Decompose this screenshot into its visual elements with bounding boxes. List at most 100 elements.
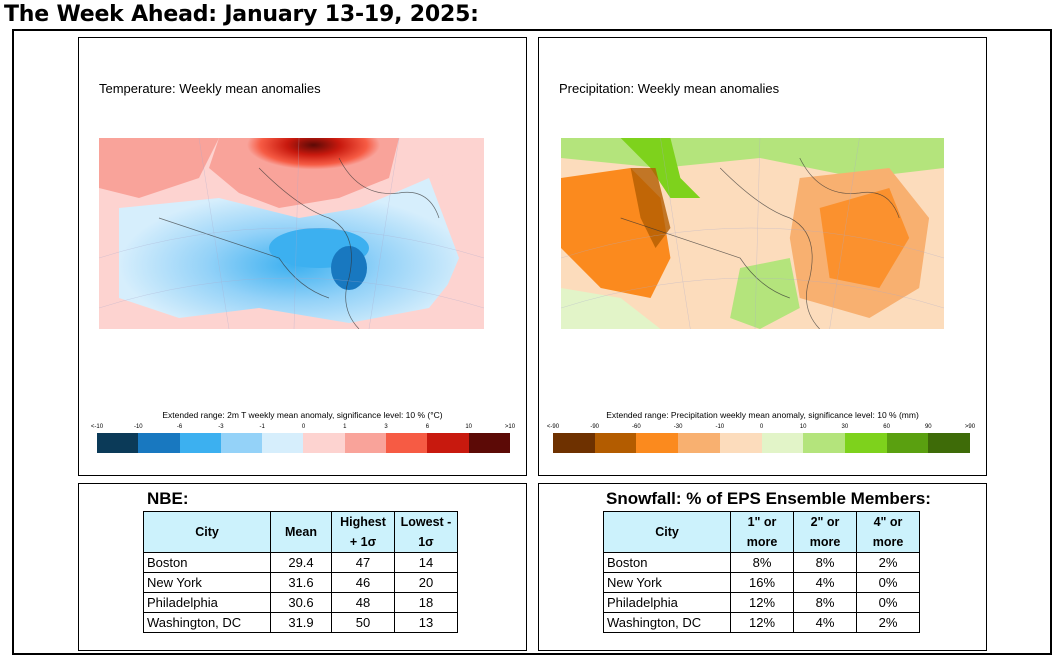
snowfall-cell-city: Washington, DC <box>603 612 731 633</box>
nbe-cell-city: New York <box>143 572 271 593</box>
precipitation-colorbar-tick: -30 <box>673 424 683 430</box>
table-row: Washington, DC 12% 4% 2% <box>603 612 920 633</box>
snowfall-cell-one: 8% <box>730 552 794 573</box>
snowfall-header-city: City <box>603 511 731 553</box>
temperature-colorbar-swatch <box>138 433 180 453</box>
snowfall-cell-two: 8% <box>793 552 857 573</box>
snowfall-panel: Snowfall: % of EPS Ensemble Members: Cit… <box>538 483 987 651</box>
nbe-cell-city: Washington, DC <box>143 612 271 633</box>
temperature-colorbar-swatch <box>262 433 304 453</box>
snowfall-table: City 1" or more 2" or more 4" or more Bo… <box>603 511 920 633</box>
snowfall-header-2in: 2" or more <box>793 511 857 553</box>
temperature-colorbar-tick: 0 <box>301 424 306 430</box>
precipitation-colorbar-tick: 0 <box>759 424 764 430</box>
precipitation-colorbar-swatch <box>761 433 804 453</box>
nbe-cell-low: 20 <box>394 572 458 593</box>
table-row: New York 31.6 46 20 <box>143 572 458 593</box>
temperature-anomaly-map <box>99 138 484 329</box>
temperature-colorbar-tick: 3 <box>384 424 388 430</box>
temperature-colorbar-swatch <box>468 433 510 453</box>
precipitation-panel: Precipitation: Weekly mean anomalies Ext… <box>538 37 987 476</box>
precipitation-colorbar-tick: <-90 <box>546 424 560 430</box>
table-row: Boston 29.4 47 14 <box>143 552 458 573</box>
precipitation-colorbar-swatch <box>719 433 762 453</box>
temperature-colorbar-tick: -3 <box>218 424 224 430</box>
nbe-cell-city: Boston <box>143 552 271 573</box>
nbe-cell-low: 18 <box>394 592 458 613</box>
temperature-colorbar-swatch <box>220 433 263 453</box>
nbe-cell-mean: 30.6 <box>270 592 332 613</box>
temperature-colorbar-tick: 1 <box>343 424 347 430</box>
nbe-header-city: City <box>143 511 271 553</box>
snowfall-cell-one: 16% <box>730 572 794 593</box>
nbe-panel: NBE: City Mean Highest + 1σ Lowest - 1σ … <box>78 483 527 651</box>
table-row: Washington, DC 31.9 50 13 <box>143 612 458 633</box>
precipitation-colorbar-swatch <box>594 433 637 453</box>
temperature-colorbar-swatch <box>427 433 469 453</box>
temperature-colorbar-swatch <box>344 433 387 453</box>
nbe-cell-mean: 31.6 <box>270 572 332 593</box>
table-row: Boston 8% 8% 2% <box>603 552 920 573</box>
nbe-cell-low: 14 <box>394 552 458 573</box>
nbe-header-high: Highest + 1σ <box>331 511 395 553</box>
precipitation-anomaly-map <box>561 138 944 329</box>
precipitation-colorbar-swatch <box>886 433 929 453</box>
nbe-cell-mean: 29.4 <box>270 552 332 573</box>
precipitation-colorbar <box>553 433 971 453</box>
nbe-header-mean: Mean <box>270 511 332 553</box>
precipitation-colorbar-tick: -60 <box>632 424 641 430</box>
temperature-colorbar-ticks: <-10 -10 -6 -3 -1 0 1 3 6 10 >10 <box>91 424 515 434</box>
precipitation-colorbar-tick: 10 <box>799 424 807 430</box>
nbe-cell-mean: 31.9 <box>270 612 332 633</box>
temperature-colorbar-swatch <box>386 433 428 453</box>
temperature-colorbar-tick: >10 <box>504 424 516 430</box>
precipitation-colorbar-swatch <box>553 433 595 453</box>
temperature-panel: Temperature: Weekly mean anomalies Exten… <box>78 37 527 476</box>
table-row: Philadelphia 30.6 48 18 <box>143 592 458 613</box>
temperature-colorbar-tick: 10 <box>465 424 473 430</box>
nbe-cell-high: 46 <box>331 572 395 593</box>
temperature-colorbar-tick: -6 <box>176 424 183 430</box>
temperature-colorbar-tick: -1 <box>259 424 265 430</box>
snowfall-cell-city: Boston <box>603 552 731 573</box>
nbe-header-row: City Mean Highest + 1σ Lowest - 1σ <box>143 511 458 553</box>
precipitation-colorbar-tick: 90 <box>924 424 932 430</box>
precipitation-colorbar-tick: -10 <box>715 424 725 430</box>
snowfall-header-row: City 1" or more 2" or more 4" or more <box>603 511 920 553</box>
table-row: New York 16% 4% 0% <box>603 572 920 593</box>
precipitation-colorbar-tick: >90 <box>964 424 976 430</box>
snowfall-cell-city: New York <box>603 572 731 593</box>
snowfall-cell-two: 4% <box>793 572 857 593</box>
precipitation-colorbar-tick: 60 <box>883 424 890 430</box>
precipitation-map-title: Precipitation: Weekly mean anomalies <box>559 81 780 96</box>
snowfall-cell-two: 4% <box>793 612 857 633</box>
nbe-cell-city: Philadelphia <box>143 592 271 613</box>
nbe-cell-high: 47 <box>331 552 395 573</box>
temperature-colorbar-tick: <-10 <box>90 424 104 430</box>
temperature-colorbar-tick: 6 <box>425 424 430 430</box>
precipitation-colorbar-tick: -90 <box>590 424 600 430</box>
temperature-colorbar <box>97 433 510 453</box>
precipitation-colorbar-caption: Extended range: Precipitation weekly mea… <box>606 410 919 420</box>
snowfall-cell-four: 2% <box>856 552 920 573</box>
nbe-cell-high: 48 <box>331 592 395 613</box>
temperature-colorbar-caption: Extended range: 2m T weekly mean anomaly… <box>162 410 443 420</box>
nbe-title: NBE: <box>147 489 189 508</box>
snowfall-title: Snowfall: % of EPS Ensemble Members: <box>606 489 931 508</box>
precipitation-colorbar-swatch <box>928 433 971 453</box>
temperature-colorbar-swatch <box>97 433 139 453</box>
precipitation-colorbar-swatch <box>678 433 720 453</box>
precipitation-colorbar-tick: 30 <box>841 424 849 430</box>
precipitation-colorbar-swatch <box>636 433 679 453</box>
snowfall-cell-four: 2% <box>856 612 920 633</box>
temperature-colorbar-tick: -10 <box>133 424 143 430</box>
nbe-cell-high: 50 <box>331 612 395 633</box>
snowfall-cell-city: Philadelphia <box>603 592 731 613</box>
temperature-map-title: Temperature: Weekly mean anomalies <box>99 81 321 96</box>
precipitation-colorbar-ticks: <-90 -90 -60 -30 -10 0 10 30 60 90 >90 <box>547 424 975 434</box>
table-row: Philadelphia 12% 8% 0% <box>603 592 920 613</box>
snowfall-cell-four: 0% <box>856 592 920 613</box>
nbe-table: City Mean Highest + 1σ Lowest - 1σ Bosto… <box>143 511 458 633</box>
snowfall-cell-four: 0% <box>856 572 920 593</box>
page-title: The Week Ahead: January 13-19, 2025: <box>4 2 479 27</box>
